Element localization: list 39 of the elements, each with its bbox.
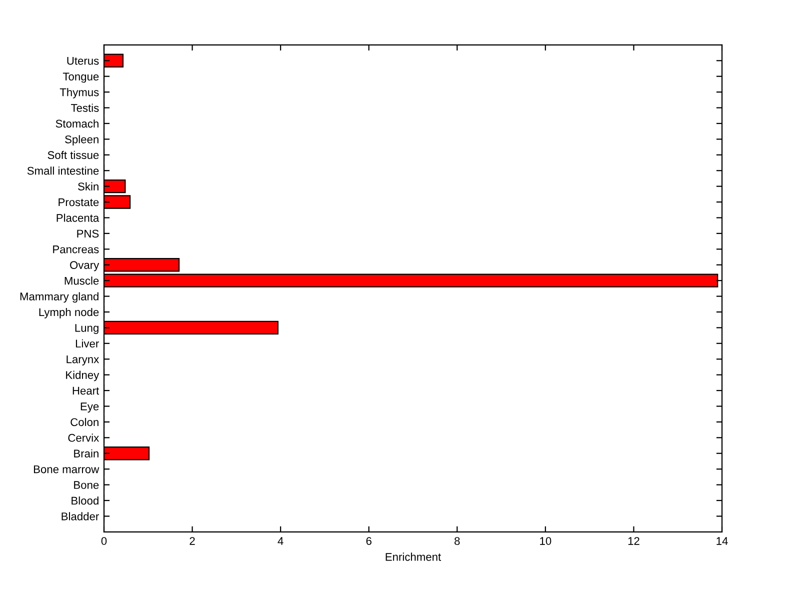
y-tick-label: Uterus (67, 57, 99, 65)
x-tick-label: 4 (278, 537, 284, 545)
y-tick-label: Lymph node (39, 308, 99, 318)
y-tick-label: Thymus (60, 88, 99, 98)
y-tick-label: Ovary (70, 261, 100, 272)
x-tick-label: 8 (454, 537, 460, 545)
y-tick-label: Tongue (62, 72, 99, 83)
y-tick-label: Prostate (58, 198, 99, 206)
x-tick-label: 14 (716, 537, 728, 545)
x-tick-label: 2 (190, 537, 195, 545)
y-tick-label: Bone (74, 481, 99, 489)
y-tick-label: Testis (70, 104, 99, 112)
y-tick-label: Muscle (64, 276, 99, 285)
x-tick-label: 0 (101, 537, 107, 545)
y-tick-label: PNS (77, 230, 99, 238)
x-tick-label: 12 (628, 537, 640, 545)
y-tick-label: Heart (72, 386, 100, 395)
y-tick-label: Kidney (66, 370, 100, 382)
y-tick-label: Bladder (62, 512, 99, 520)
y-tick-label: Larynx (66, 355, 100, 366)
y-tick-label: Eye (80, 402, 99, 413)
y-tick-label: Soft tissue (48, 150, 99, 160)
y-tick-label: Placenta (56, 214, 100, 222)
y-tick-label: Mammary gland (20, 292, 98, 303)
y-tick-label: Pancreas (53, 246, 99, 254)
y-tick-label: Small intestine (27, 166, 99, 175)
y-tick-label: Colon (70, 418, 98, 426)
y-tick-label: Stomach (56, 119, 98, 128)
y-tick-label: Cervix (68, 434, 100, 442)
y-tick-label: Lung (75, 324, 98, 334)
x-tick-label: 10 (540, 537, 552, 545)
y-tick-label: Bone marrow (34, 465, 100, 474)
y-tick-label: Skin (78, 182, 98, 190)
y-tick-label: Brain (74, 449, 98, 458)
y-tick-label: Liver (76, 339, 99, 348)
x-axis-title: Enrichment (386, 552, 442, 561)
x-tick-label: 6 (366, 537, 372, 545)
y-tick-label: Spleen (65, 135, 98, 146)
y-tick-label: Blood (72, 496, 98, 505)
